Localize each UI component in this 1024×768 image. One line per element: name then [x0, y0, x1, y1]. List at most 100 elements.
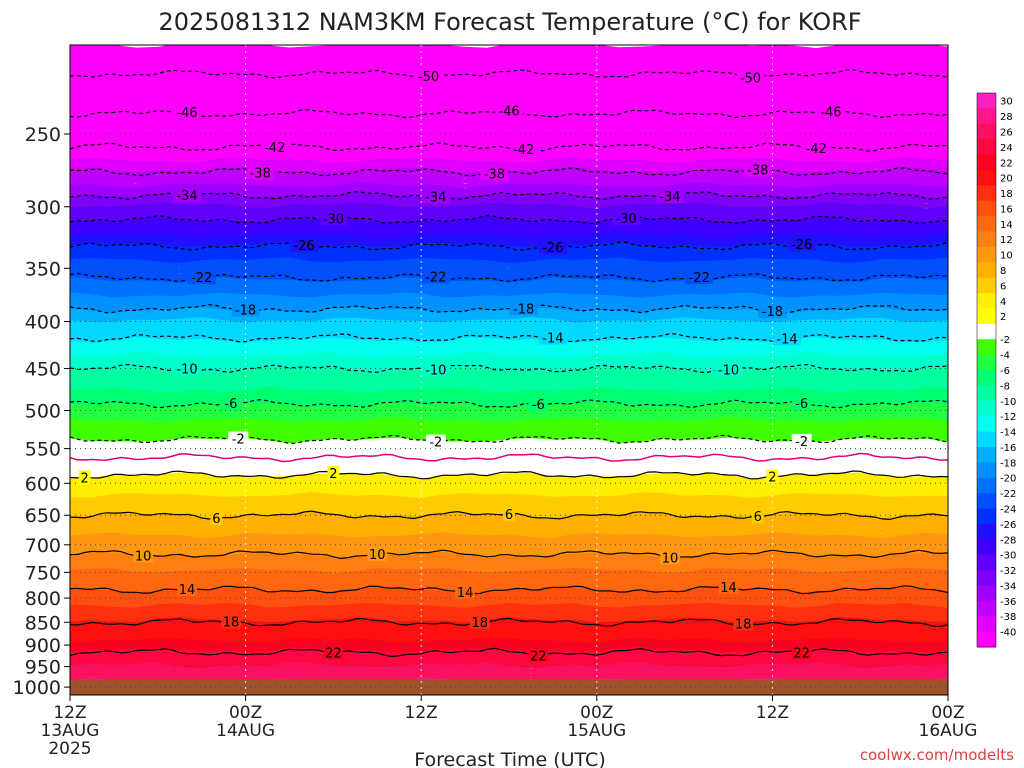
contour-line — [70, 470, 948, 480]
colorbar-segment — [977, 293, 996, 309]
x-tick-label: 12Z — [756, 703, 789, 723]
colorbar-label: -22 — [1000, 489, 1016, 500]
contour-label: -46 — [820, 105, 841, 120]
colorbar-label: -2 — [1000, 335, 1010, 346]
contour-line — [70, 585, 948, 595]
contour-label-bg — [177, 582, 198, 597]
colorbar-segment — [977, 554, 996, 571]
x-tick-date: 13AUG — [41, 721, 100, 741]
y-tick-label: 750 — [25, 562, 61, 584]
contour-label-bg — [509, 301, 538, 316]
contour-label: -18 — [235, 304, 256, 319]
colorbar-segment — [977, 585, 996, 602]
contour-label-bg — [766, 469, 779, 484]
contour-label: -50 — [418, 70, 439, 85]
colorbar-label: -10 — [1000, 397, 1016, 408]
colorbar-label: 20 — [1000, 174, 1013, 185]
contour-label: 14 — [179, 583, 196, 598]
contour-label-bg — [787, 237, 816, 252]
y-tick-label: 550 — [25, 439, 61, 461]
contour-line — [70, 333, 948, 343]
contour-label-bg — [816, 104, 845, 119]
y-tick-label: 400 — [25, 312, 61, 334]
contour-label: -34 — [425, 190, 446, 205]
contour-line — [70, 617, 948, 627]
contour-label: 22 — [530, 649, 547, 664]
colorbar-segment — [977, 339, 996, 356]
contour-label-bg — [480, 166, 509, 181]
contour-label-bg — [173, 188, 202, 203]
contour-label: -2 — [429, 436, 442, 451]
contour-label: 22 — [325, 647, 342, 662]
contour-label-bg — [718, 580, 739, 595]
colorbar-segment — [977, 370, 996, 386]
contour-label-bg — [528, 397, 549, 412]
contour-label: 10 — [135, 549, 152, 564]
temperature-fill — [70, 45, 948, 695]
colorbar-segment — [977, 169, 996, 186]
contour-label: -2 — [232, 432, 245, 447]
colorbar-label: -16 — [1000, 443, 1016, 454]
colorbar-label: -40 — [1000, 628, 1016, 639]
contour-label-bg — [685, 270, 714, 285]
colorbar-segment — [977, 246, 996, 263]
colorbar-label: 22 — [1000, 158, 1013, 169]
colorbar-label: 4 — [1000, 297, 1006, 308]
temperature-band — [70, 182, 948, 193]
x-axis-label: Forecast Time (UTC) — [414, 749, 605, 768]
colorbar-segment — [977, 523, 996, 540]
contour-label: 2 — [768, 470, 776, 485]
contour-label: -38 — [747, 164, 768, 179]
contour-label-bg — [509, 141, 538, 156]
contour-label-bg — [414, 69, 443, 84]
colorbar-segment — [977, 600, 996, 617]
contour-label-bg — [133, 548, 154, 563]
contour-label-bg — [327, 465, 340, 480]
colorbar-segment — [977, 431, 996, 448]
contour-label: 18 — [735, 618, 752, 633]
colorbar-label: 24 — [1000, 143, 1013, 154]
contour-label: -38 — [484, 167, 505, 182]
contour-label: -26 — [542, 241, 563, 256]
contour-label-bg — [503, 507, 515, 522]
colorbar-label: -36 — [1000, 597, 1016, 608]
contour-line — [70, 167, 948, 177]
contour-label: -10 — [425, 363, 446, 378]
contour-label: -38 — [250, 167, 271, 182]
contour-label: -42 — [806, 142, 827, 157]
colorbar-segment — [977, 385, 996, 402]
contour-label: -26 — [791, 238, 812, 253]
contour-label-bg — [231, 302, 260, 317]
contour-label: -26 — [294, 239, 315, 254]
colorbar-segment — [977, 416, 996, 433]
colorbar-segment — [977, 108, 996, 125]
colorbar-segment — [977, 231, 996, 248]
y-tick-label: 500 — [25, 401, 61, 423]
y-tick-label: 850 — [25, 612, 61, 634]
contour-label-bg — [773, 331, 802, 346]
contour-label-bg — [495, 103, 523, 118]
contour-label-bg — [469, 615, 490, 630]
contour-label-bg — [612, 211, 641, 226]
contour-line — [70, 142, 948, 152]
contour-label: -10 — [176, 363, 197, 378]
colorbar-label: -20 — [1000, 474, 1016, 485]
contour-label: -2 — [795, 435, 808, 450]
contour-label: -14 — [542, 332, 563, 347]
contour-label-bg — [210, 511, 223, 526]
contour-label-bg — [220, 614, 241, 629]
contour-label: 6 — [754, 510, 762, 525]
contour-label-bg — [736, 70, 765, 85]
colorbar-label: 30 — [1000, 97, 1013, 108]
contour-label-bg — [455, 585, 476, 600]
contour-line — [70, 215, 948, 225]
x-tick-date: 16AUG — [919, 721, 978, 741]
contour-label-bg — [802, 140, 831, 155]
y-axis: 2503003504004505005506006507007508008509… — [13, 124, 70, 699]
colorbar-segment — [977, 570, 996, 586]
contour-label: -6 — [224, 397, 237, 412]
colorbar-label: 26 — [1000, 127, 1013, 138]
contour-label: 14 — [457, 586, 474, 601]
colorbar: 30 28 26 24 22 20 18 16 14 12 10 8 6 4 2 -2 -4 -6 -8 -10 -12… — [976, 92, 1016, 648]
contour-label: 10 — [662, 552, 679, 567]
